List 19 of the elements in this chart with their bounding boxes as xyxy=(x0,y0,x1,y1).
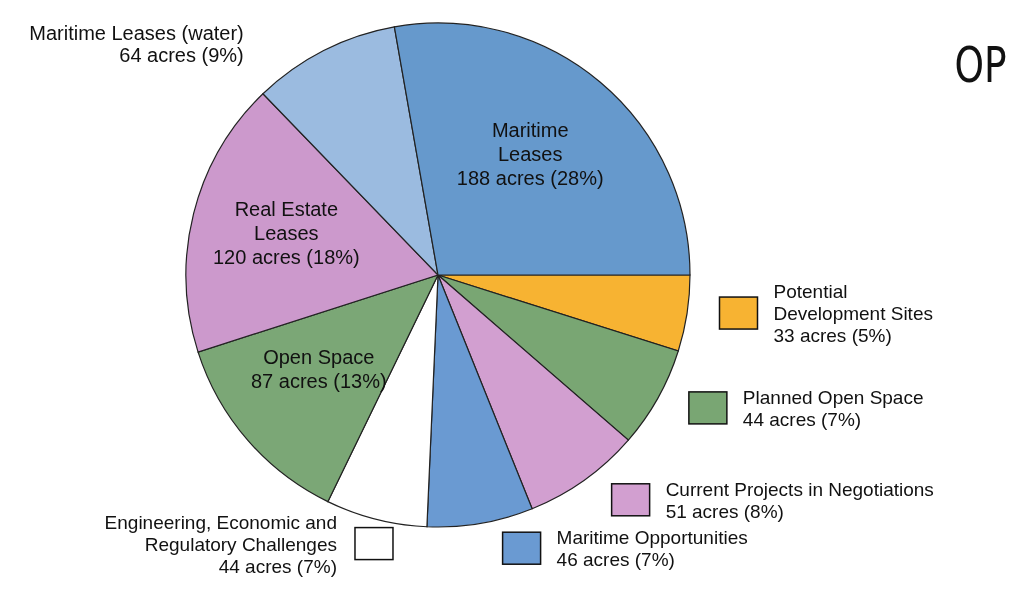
data-label: 44 acres (7%) xyxy=(218,555,337,577)
data-label: 87 acres (13%) xyxy=(250,370,387,393)
legend-label: Planned Open Space xyxy=(742,386,924,408)
legend-label: Potential Development Sites xyxy=(773,280,933,324)
data-label: 188 acres (28%) xyxy=(456,167,604,190)
legend-label: Maritime Opportunities xyxy=(556,526,748,548)
slice-label: Maritime Leases (water) xyxy=(29,22,244,44)
data-label: 120 acres (18%) xyxy=(212,246,360,269)
slice-label: Real Estate Leases xyxy=(234,198,339,245)
slice-label: Engineering, Economic and Regulatory Challenges xyxy=(104,511,337,555)
data-label: 46 acres (7%) xyxy=(556,548,675,570)
legend-label: Current Projects in Negotiations xyxy=(665,478,934,500)
data-label: 51 acres (8%) xyxy=(665,500,784,522)
chart-title: OP xyxy=(954,36,1007,94)
data-label: 64 acres (9%) xyxy=(119,44,244,66)
slice-label: Open Space xyxy=(263,346,375,369)
slice-label: Maritime Leases xyxy=(491,119,569,166)
data-label: 44 acres (7%) xyxy=(742,408,862,430)
data-label: 33 acres (5%) xyxy=(773,324,892,346)
